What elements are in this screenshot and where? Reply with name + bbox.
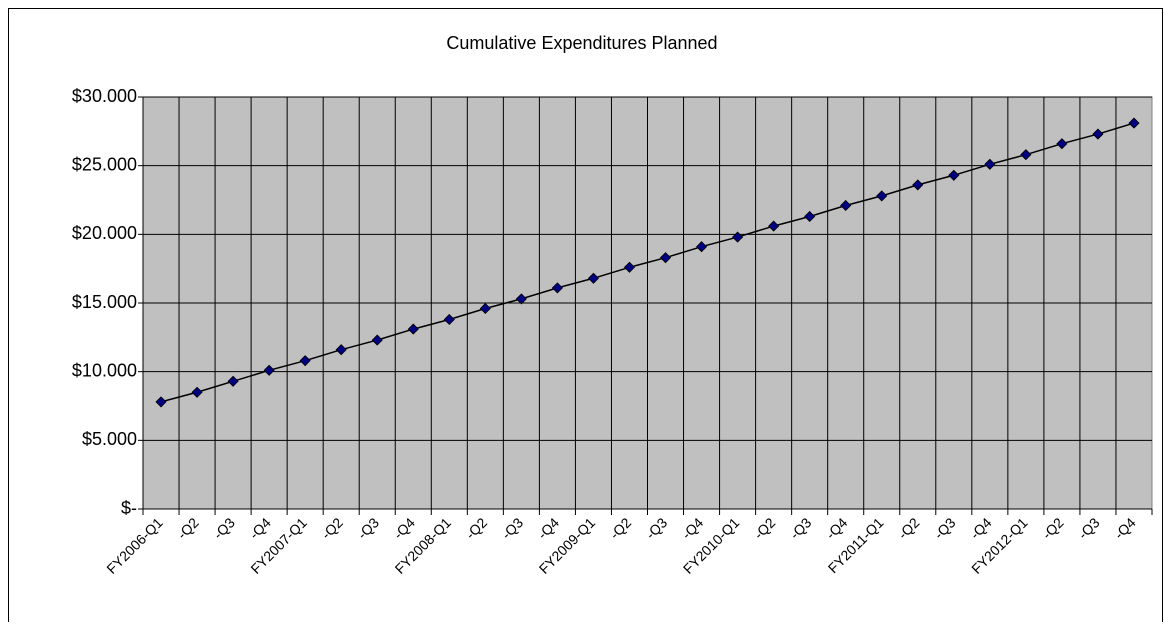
data-point: [407, 323, 419, 335]
data-point: [912, 179, 924, 191]
data-point: [335, 344, 347, 356]
data-point: [840, 199, 852, 212]
data-point: [876, 190, 888, 202]
data-line: [160, 122, 1135, 403]
data-point: [948, 169, 960, 181]
y-tick-label: $15.000: [72, 292, 137, 312]
data-point: [768, 220, 780, 232]
data-point: [659, 252, 672, 264]
data-point: [984, 158, 996, 170]
data-point: [1092, 128, 1104, 140]
data-point: [732, 231, 744, 243]
data-point: [1056, 138, 1068, 150]
y-tick-label: $5.000: [82, 429, 137, 449]
data-point: [299, 355, 311, 367]
data-point: [1020, 149, 1032, 161]
y-tick-label: $30.000: [72, 86, 137, 106]
y-tick-label: $-: [121, 498, 137, 518]
data-point: [263, 364, 275, 376]
data-point: [695, 241, 708, 253]
y-tick-label: $25.000: [72, 154, 137, 174]
y-tick-label: $10.000: [72, 360, 137, 380]
data-point: [623, 261, 636, 273]
data-point: [1128, 117, 1140, 129]
data-point: [804, 210, 816, 223]
data-point: [191, 386, 203, 398]
data-point: [371, 334, 383, 346]
data-point: [587, 272, 600, 284]
y-tick-label: $20.000: [72, 223, 137, 243]
data-point: [479, 302, 491, 315]
chart-title: Cumulative Expenditures Planned: [446, 33, 717, 53]
data-point: [551, 282, 563, 294]
data-point: [155, 396, 167, 408]
data-point: [515, 293, 527, 305]
data-point: [443, 313, 455, 326]
data-point: [227, 375, 239, 387]
